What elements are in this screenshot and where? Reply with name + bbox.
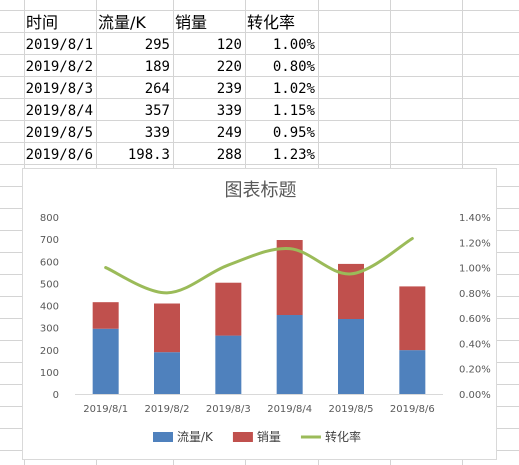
value-cell[interactable]: 1.02% xyxy=(272,81,315,97)
value-cell[interactable]: 0.80% xyxy=(272,59,315,75)
value-cell[interactable]: 357 xyxy=(144,103,170,119)
bar-sales[interactable] xyxy=(399,286,426,351)
x-tick-label: 2019/8/5 xyxy=(329,404,374,415)
bar-sales[interactable] xyxy=(215,282,242,336)
legend-label[interactable]: 转化率 xyxy=(325,429,361,444)
legend-label[interactable]: 销量 xyxy=(257,430,281,444)
x-tick-label: 2019/8/6 xyxy=(390,404,435,415)
x-tick-label: 2019/8/3 xyxy=(206,404,251,415)
header-cell[interactable]: 时间 xyxy=(26,13,59,32)
value-cell[interactable]: 189 xyxy=(144,59,170,75)
value-cell[interactable]: 0.95% xyxy=(272,125,315,141)
legend-swatch xyxy=(232,432,253,442)
bar-traffic[interactable] xyxy=(215,335,242,394)
header-cell[interactable]: 流量/K xyxy=(98,13,146,32)
value-cell[interactable]: 264 xyxy=(144,81,170,97)
y-tick-label: 400 xyxy=(40,302,59,313)
date-cell[interactable]: 2019/8/6 xyxy=(25,147,93,163)
value-cell[interactable]: 339 xyxy=(216,103,242,119)
value-cell[interactable]: 249 xyxy=(216,125,242,141)
y-tick-label: 500 xyxy=(40,279,59,290)
bar-sales[interactable] xyxy=(276,240,303,316)
combo-chart: 图表标题 0 100 200 300 400 500 600 700 800 0.00% 0.20% 0… xyxy=(40,180,491,444)
date-cell[interactable]: 2019/8/2 xyxy=(25,59,93,75)
date-cell[interactable]: 2019/8/3 xyxy=(25,81,93,97)
y2-tick-label: 0.80% xyxy=(459,289,491,300)
value-cell[interactable]: 239 xyxy=(216,81,242,97)
bar-sales[interactable] xyxy=(154,303,180,353)
y2-tick-label: 1.20% xyxy=(459,238,491,249)
chart-area[interactable]: 图表标题 0 100 200 300 400 500 600 700 800 0.00% 0.20% 0… xyxy=(22,168,497,460)
y-tick-label: 200 xyxy=(40,346,59,357)
value-cell[interactable]: 288 xyxy=(216,147,242,163)
y2-tick-label: 0.00% xyxy=(459,390,491,401)
bar-traffic[interactable] xyxy=(92,328,119,394)
date-cell[interactable]: 2019/8/1 xyxy=(25,37,93,53)
line-conversion-rate[interactable] xyxy=(104,236,414,295)
value-cell[interactable]: 1.00% xyxy=(272,37,315,53)
y-tick-label: 800 xyxy=(40,213,59,224)
y-tick-label: 300 xyxy=(40,324,59,335)
bar-traffic[interactable] xyxy=(399,350,426,394)
value-cell[interactable]: 198.3 xyxy=(127,147,170,163)
y2-tick-label: 1.00% xyxy=(459,264,491,275)
bar-traffic[interactable] xyxy=(338,318,364,394)
date-cell[interactable]: 2019/8/5 xyxy=(25,125,93,141)
x-tick-label: 2019/8/1 xyxy=(83,404,128,415)
bar-traffic[interactable] xyxy=(154,352,180,394)
y2-tick-label: 0.60% xyxy=(459,314,491,325)
y-tick-label: 100 xyxy=(40,368,59,379)
header-cell[interactable]: 转化率 xyxy=(247,13,296,32)
value-cell[interactable]: 295 xyxy=(144,37,170,53)
y2-tick-label: 1.40% xyxy=(459,213,491,224)
y-tick-label: 700 xyxy=(40,235,59,246)
x-tick-label: 2019/8/4 xyxy=(267,404,312,415)
y-tick-label: 0 xyxy=(53,390,59,401)
value-cell[interactable]: 1.15% xyxy=(272,103,315,119)
y2-tick-label: 0.40% xyxy=(459,339,491,350)
value-cell[interactable]: 120 xyxy=(216,37,242,53)
x-tick-label: 2019/8/2 xyxy=(145,404,190,415)
value-cell[interactable]: 220 xyxy=(216,59,242,75)
header-cell[interactable]: 销量 xyxy=(175,13,208,32)
bar-traffic[interactable] xyxy=(276,315,303,394)
value-cell[interactable]: 339 xyxy=(144,125,170,141)
legend-swatch xyxy=(153,432,173,442)
bar-sales[interactable] xyxy=(92,302,119,329)
y-tick-label: 600 xyxy=(40,257,59,268)
chart-title[interactable]: 图表标题 xyxy=(225,180,297,201)
y2-tick-label: 0.20% xyxy=(459,365,491,376)
value-cell[interactable]: 1.23% xyxy=(272,147,315,163)
legend-label[interactable]: 流量/K xyxy=(177,430,214,444)
date-cell[interactable]: 2019/8/4 xyxy=(25,103,93,119)
